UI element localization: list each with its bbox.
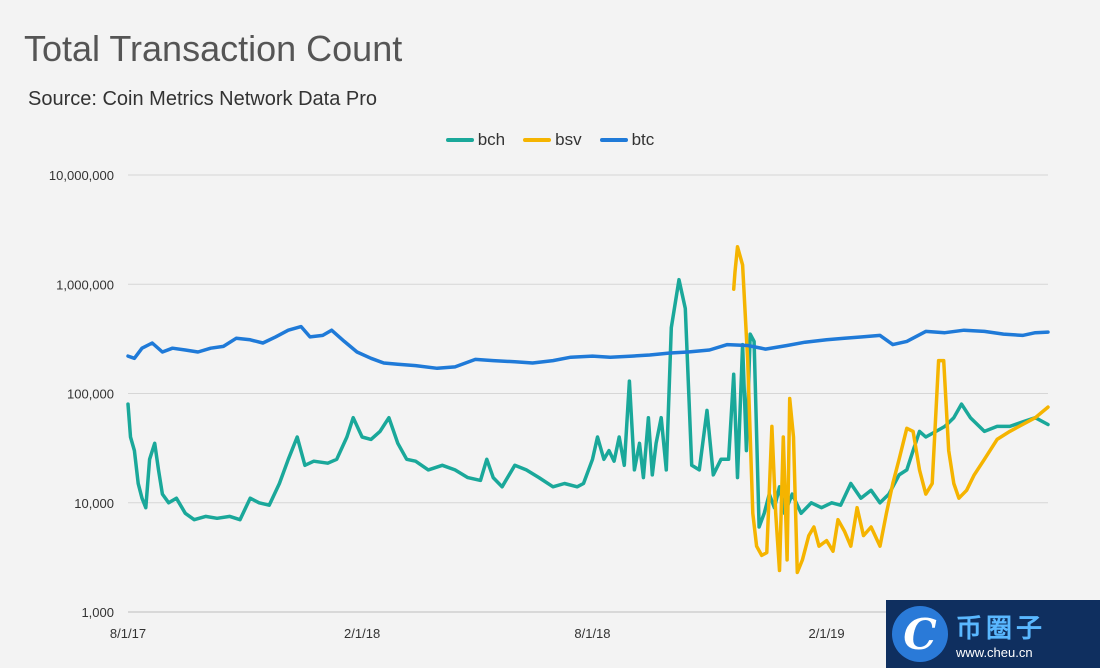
chart-legend: bch bsv btc [0,130,1100,150]
series-line-btc [126,324,1050,371]
legend-item-btc: btc [599,130,655,150]
watermark-name: 币圈子 [956,613,1047,643]
chart-title: Total Transaction Count [24,28,403,69]
series-line-bsv [731,245,1050,575]
watermark-logo-icon: C [892,606,948,662]
legend-swatch-bsv [523,138,552,142]
y-tick-label: 10,000,000 [49,168,114,183]
legend-label-btc: btc [631,130,655,149]
y-tick-label: 100,000 [67,387,114,402]
watermark-url: www.cheu.cn [956,645,1033,660]
watermark: C 币圈子 www.cheu.cn [886,600,1100,668]
legend-item-bch: bch [445,130,506,150]
x-tick-label: 8/1/17 [110,626,146,641]
x-tick-label: 2/1/19 [809,626,845,641]
series-line-bch [126,277,1050,529]
x-tick-label: 2/1/18 [344,626,380,641]
legend-swatch-bch [445,138,474,142]
legend-swatch-btc [599,138,628,142]
x-tick-label: 8/1/18 [574,626,610,641]
y-tick-label: 1,000,000 [56,277,114,292]
legend-label-bsv: bsv [555,130,582,149]
legend-label-bch: bch [477,130,506,149]
chart-subtitle: Source: Coin Metrics Network Data Pro [28,88,378,110]
watermark-text: 币圈子 www.cheu.cn [956,608,1046,660]
y-tick-label: 1,000 [81,605,114,620]
legend-item-bsv: bsv [523,130,582,150]
y-tick-label: 10,000 [74,496,114,511]
